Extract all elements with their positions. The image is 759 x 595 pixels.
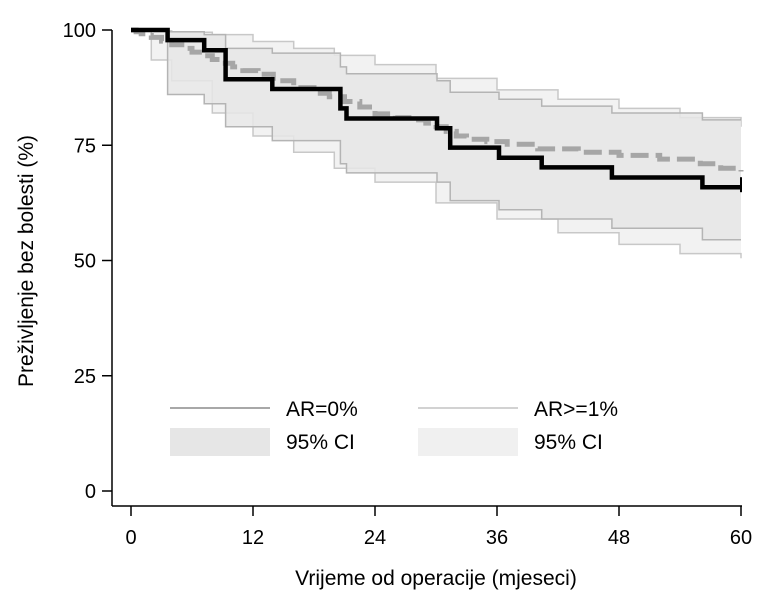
x-tick-label: 0 <box>125 527 136 549</box>
legend-label-ar1: AR>=1% <box>534 398 618 421</box>
ci-bands <box>131 29 742 259</box>
axes <box>111 30 742 507</box>
x-tick-label: 12 <box>242 527 264 549</box>
y-tick-label: 25 <box>74 366 96 388</box>
y-axis-title: Preživljenje bez bolesti (%) <box>15 135 38 387</box>
x-ticks: 0 12 24 36 48 60 <box>125 506 752 549</box>
y-tick-label: 75 <box>74 135 96 157</box>
legend-swatch-ar0-ci <box>170 428 270 456</box>
ci-upper-ar0_ci <box>131 29 741 121</box>
survival-curves <box>131 27 744 193</box>
series-ar0-curve <box>131 27 741 190</box>
x-axis-title: Vrijeme od operacije (mjeseci) <box>295 567 577 590</box>
legend-label-ar0-ci: 95% CI <box>286 431 355 454</box>
x-tick-label: 36 <box>486 527 508 549</box>
y-tick-label: 100 <box>63 20 96 42</box>
ci-band-ar0_ci <box>131 30 741 240</box>
y-tick-label: 0 <box>85 481 96 503</box>
y-tick-label: 50 <box>74 251 96 273</box>
ci-lower-ar0_ci <box>131 29 741 241</box>
series-ar1-curve <box>131 27 744 172</box>
x-tick-label: 24 <box>364 527 386 549</box>
legend-label-ar0: AR=0% <box>286 398 358 421</box>
legend-label-ar1-ci: 95% CI <box>534 431 603 454</box>
legend: AR=0% AR>=1% 95% CI 95% CI <box>170 398 618 456</box>
x-tick-label: 48 <box>608 527 630 549</box>
x-tick-label: 60 <box>730 527 752 549</box>
y-ticks: 0 25 50 75 100 <box>63 20 112 503</box>
legend-swatch-ar1-ci <box>418 428 518 456</box>
